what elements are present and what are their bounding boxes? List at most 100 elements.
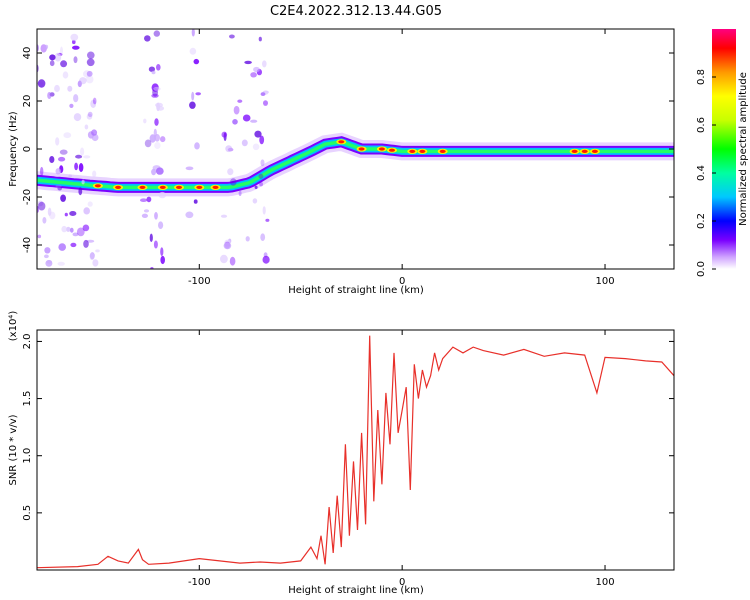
noise-speck bbox=[250, 72, 257, 78]
noise-speck bbox=[258, 173, 264, 179]
colorbar-tick-label: 0.0 bbox=[696, 261, 707, 277]
noise-speck bbox=[54, 52, 62, 62]
noise-speck bbox=[55, 137, 60, 146]
noise-speck bbox=[229, 256, 236, 266]
y-tick-label: 40 bbox=[22, 47, 33, 60]
noise-speck bbox=[72, 39, 76, 45]
noise-speck bbox=[193, 199, 198, 204]
noise-speck bbox=[47, 92, 52, 99]
noise-speck bbox=[64, 212, 68, 217]
snr-frame bbox=[36, 329, 675, 571]
noise-speck bbox=[259, 135, 265, 145]
y-tick-label: 2.0 bbox=[22, 333, 33, 349]
noise-speck bbox=[191, 91, 195, 101]
noise-speck bbox=[237, 99, 243, 103]
noise-speck bbox=[189, 101, 196, 109]
noise-speck bbox=[72, 232, 79, 237]
noise-speck bbox=[37, 234, 42, 239]
ridge-hotspot-core bbox=[196, 185, 203, 189]
noise-speck bbox=[225, 145, 233, 153]
ridge-hotspot-core bbox=[212, 185, 219, 189]
y-tick-label: 1.0 bbox=[22, 448, 33, 464]
noise-speck bbox=[141, 213, 148, 218]
ridge-hotspot-core bbox=[358, 147, 365, 151]
noise-speck bbox=[68, 174, 72, 178]
noise-speck bbox=[55, 184, 62, 189]
spectrogram-y-label: Frequency (Hz) bbox=[8, 111, 19, 187]
noise-speck bbox=[144, 139, 152, 148]
noise-speck bbox=[254, 130, 262, 138]
noise-speck bbox=[238, 190, 242, 196]
noise-speck bbox=[59, 149, 68, 155]
spectrogram-marks bbox=[37, 29, 674, 269]
noise-speck bbox=[40, 166, 44, 176]
noise-speck bbox=[149, 233, 153, 242]
colorbar-label: Normalized spectral amplitude bbox=[738, 72, 749, 226]
noise-speck bbox=[260, 233, 266, 241]
noise-speck bbox=[89, 252, 95, 261]
noise-speck bbox=[49, 54, 56, 61]
noise-speck bbox=[57, 261, 65, 266]
noise-speck bbox=[83, 207, 90, 215]
noise-speck bbox=[91, 129, 98, 136]
ridge-hotspot-core bbox=[571, 149, 578, 153]
noise-speck bbox=[189, 47, 197, 55]
noise-speck bbox=[80, 147, 85, 156]
x-tick-label: 0 bbox=[399, 577, 405, 588]
x-tick-label: -100 bbox=[188, 577, 211, 588]
noise-speck bbox=[92, 170, 97, 178]
noise-speck bbox=[260, 159, 265, 167]
noise-speck bbox=[252, 198, 258, 204]
noise-speck bbox=[252, 143, 260, 151]
noise-speck bbox=[38, 201, 46, 211]
ridge-hotspot-core bbox=[389, 148, 395, 152]
noise-speck bbox=[60, 46, 63, 56]
noise-speck bbox=[74, 162, 78, 171]
noise-speck bbox=[81, 179, 85, 185]
y-tick-label: 1.5 bbox=[22, 391, 33, 407]
ridge-hotspot-core bbox=[159, 185, 166, 189]
noise-speck bbox=[221, 131, 228, 138]
ridge-hotspot-core bbox=[591, 149, 598, 153]
y-tick-label: 0 bbox=[22, 146, 33, 152]
noise-speck bbox=[241, 139, 248, 147]
noise-speck bbox=[223, 242, 232, 250]
snr-marks bbox=[37, 335, 674, 569]
noise-speck bbox=[72, 45, 80, 50]
noise-speck bbox=[62, 71, 69, 79]
noise-speck bbox=[149, 134, 156, 143]
colorbar-tick-label: 0.4 bbox=[696, 165, 707, 181]
noise-speck bbox=[83, 239, 89, 248]
noise-speck bbox=[70, 242, 77, 248]
snr-ticks: -100 0 100 0.5 1.0 1.5 2.0 bbox=[22, 330, 674, 588]
colorbar-ticks: 0.0 0.2 0.4 0.6 0.8 bbox=[696, 69, 716, 277]
noise-speck bbox=[233, 105, 240, 115]
noise-speck bbox=[153, 86, 161, 91]
noise-speck bbox=[44, 254, 49, 259]
y-tick-label: -20 bbox=[22, 189, 33, 205]
noise-speck bbox=[227, 168, 234, 176]
noise-speck bbox=[185, 166, 194, 171]
noise-speck bbox=[230, 178, 237, 186]
noise-speck bbox=[58, 243, 66, 251]
noise-speck bbox=[155, 167, 164, 175]
x-tick-label: 100 bbox=[595, 276, 614, 287]
noise-speck bbox=[78, 187, 83, 196]
noise-speck bbox=[265, 218, 270, 222]
x-tick-label: -100 bbox=[188, 276, 211, 287]
noise-speck bbox=[151, 168, 157, 176]
noise-speck bbox=[70, 33, 79, 41]
noise-speck bbox=[87, 51, 95, 60]
colorbar-tick-label: 0.2 bbox=[696, 213, 707, 229]
noise-speck bbox=[73, 113, 82, 122]
noise-speck bbox=[49, 156, 55, 163]
ridge-hotspot-core bbox=[115, 185, 122, 189]
noise-speck bbox=[82, 224, 90, 232]
y-tick-label: 20 bbox=[22, 95, 33, 108]
noise-speck bbox=[79, 77, 87, 85]
noise-speck bbox=[92, 97, 97, 105]
ridge-hotspot-core bbox=[139, 185, 146, 189]
noise-speck bbox=[148, 66, 155, 72]
noise-speck bbox=[87, 201, 93, 207]
